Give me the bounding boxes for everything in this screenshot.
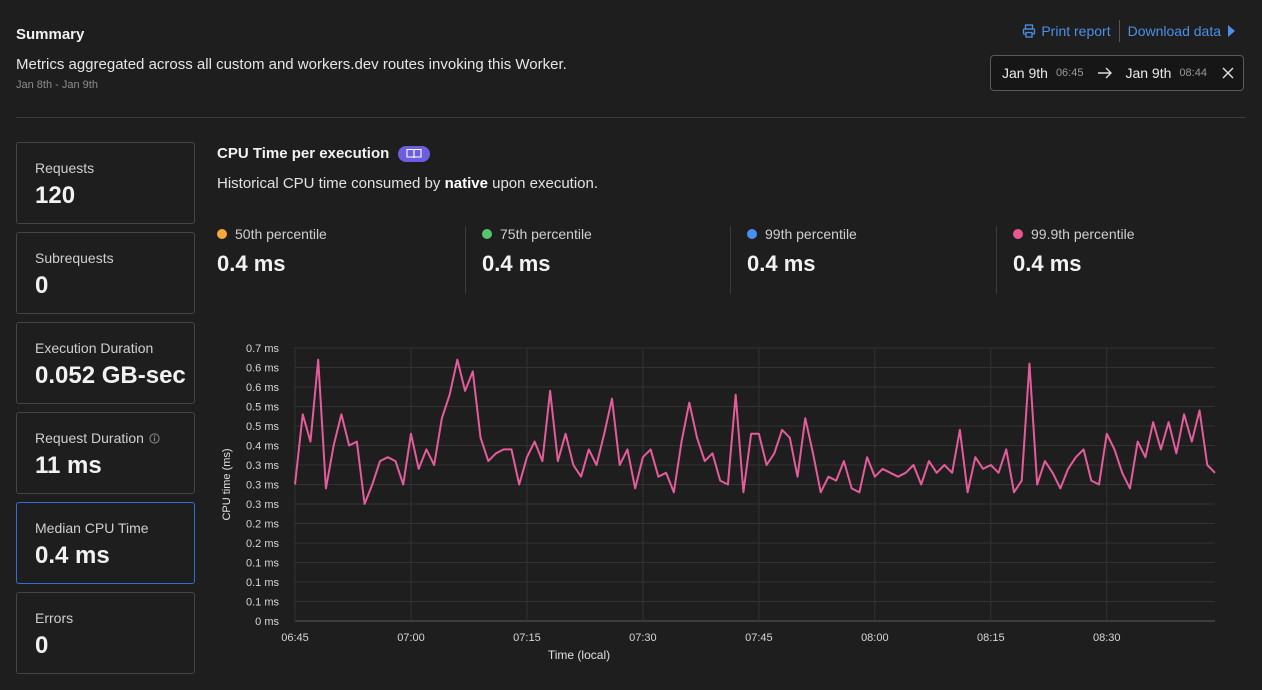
cpu-time-chart[interactable]: 0 ms 0.1 ms 0.1 ms 0.1 ms 0.2 ms 0.2 ms 0.3 ms… [210,330,1225,670]
x-tick-label: 07:00 [397,632,425,644]
legend-dot [217,229,227,239]
card-value: 0.4 ms [35,542,110,569]
card-label: Median CPU Time [35,520,149,536]
x-tick-label: 08:30 [1093,632,1121,644]
legend-dot [1013,229,1023,239]
book-icon [406,148,422,159]
caret-right-icon [1228,25,1235,37]
y-tick-label: 0.2 ms [246,519,280,531]
card-label: Subrequests [35,250,114,266]
worker-name: native [444,175,488,192]
y-tick-label: 0.1 ms [246,558,280,570]
end-time: 08:44 [1179,67,1207,79]
card-execution-duration[interactable]: Execution Duration 0.052 GB-sec [16,322,195,404]
y-tick-label: 0.6 ms [246,363,280,375]
percentile-50: 50th percentile 0.4 ms [217,226,327,294]
card-value: 0.052 GB-sec [35,362,186,389]
card-label: Request Duration [35,430,144,446]
series-line [294,358,1216,505]
x-tick-label: 06:45 [281,632,309,644]
y-tick-label: 0.1 ms [246,577,280,589]
card-median-cpu-time[interactable]: Median CPU Time 0.4 ms [16,502,195,584]
y-tick-label: 0.7 ms [246,343,280,355]
y-tick-label: 0.2 ms [246,538,280,550]
summary-date-range: Jan 8th - Jan 9th [16,79,98,91]
card-value: 0 [35,272,49,299]
x-axis-title: Time (local) [548,648,610,662]
chart-header: CPU Time per execution [217,145,431,162]
x-tick-label: 07:45 [745,632,773,644]
card-value: 120 [35,182,76,209]
info-icon[interactable] [149,432,160,444]
card-requests[interactable]: Requests 120 [16,142,195,224]
download-data-label: Download data [1127,23,1221,39]
start-date: Jan 9th [1002,65,1048,81]
start-time: 06:45 [1055,67,1084,79]
metric-cards: Requests 120 Subrequests 0 Execution Dur… [16,142,195,682]
chart-desc-suffix: upon execution. [487,175,599,192]
summary-title: Summary [16,26,85,43]
percentile-divider [730,226,731,294]
report-actions: Print report Download data [1022,20,1236,42]
percentile-99: 99th percentile 0.4 ms [747,226,857,294]
percentile-value: 0.4 ms [747,251,816,276]
card-value: 11 ms [35,452,102,479]
download-data-link[interactable]: Download data [1128,23,1236,39]
y-tick-label: 0.3 ms [246,499,280,511]
legend-dot [482,229,492,239]
percentile-value: 0.4 ms [1013,251,1082,276]
y-tick-label: 0.3 ms [246,460,280,472]
y-tick-label: 0.5 ms [246,421,280,433]
y-tick-label: 0.4 ms [246,441,280,453]
link-divider [1118,20,1120,42]
percentile-value: 0.4 ms [217,251,286,276]
x-tick-label: 08:15 [977,632,1005,644]
summary-description: Metrics aggregated across all custom and… [16,56,567,73]
y-tick-label: 0.3 ms [246,480,280,492]
percentile-99-9: 99.9th percentile 0.4 ms [1013,226,1135,294]
printer-icon [1023,24,1036,38]
chart-title: CPU Time per execution [217,145,390,162]
x-tick-label: 07:30 [629,632,657,644]
print-report-link[interactable]: Print report [1022,23,1111,39]
card-label-row: Request Duration [35,430,194,446]
legend-dot [747,229,757,239]
y-tick-label: 0 ms [255,616,279,628]
percentile-divider [996,226,997,294]
header-divider [16,117,1246,118]
x-tick-label: 08:00 [861,632,889,644]
percentile-75: 75th percentile 0.4 ms [482,226,592,294]
y-tick-label: 0.5 ms [246,402,280,414]
percentile-label: 50th percentile [235,226,327,242]
print-report-label: Print report [1041,23,1111,39]
x-tick-label: 07:15 [513,632,541,644]
date-range-picker[interactable]: Jan 9th 06:45 Jan 9th 08:44 [990,55,1244,91]
percentile-divider [465,226,466,294]
chart-desc-prefix: Historical CPU time consumed by [217,175,445,192]
end-date: Jan 9th [1125,65,1172,81]
arrow-right-icon [1097,67,1113,79]
card-value: 0 [35,632,49,659]
card-label: Errors [35,610,74,626]
y-tick-label: 0.6 ms [246,382,280,394]
card-label: Execution Duration [35,340,154,356]
chart-description: Historical CPU time consumed by native u… [217,175,598,192]
percentile-label: 99th percentile [765,226,857,242]
card-subrequests[interactable]: Subrequests 0 [16,232,195,314]
percentile-label: 75th percentile [500,226,592,242]
y-tick-label: 0.1 ms [246,597,280,609]
close-icon[interactable] [1221,66,1235,80]
card-request-duration[interactable]: Request Duration 11 ms [16,412,195,494]
percentile-label: 99.9th percentile [1031,226,1135,242]
card-label: Requests [35,160,95,176]
documentation-badge[interactable] [398,145,431,162]
y-axis-title: CPU time (ms) [221,448,233,520]
card-errors[interactable]: Errors 0 [16,592,195,674]
percentile-value: 0.4 ms [482,251,551,276]
